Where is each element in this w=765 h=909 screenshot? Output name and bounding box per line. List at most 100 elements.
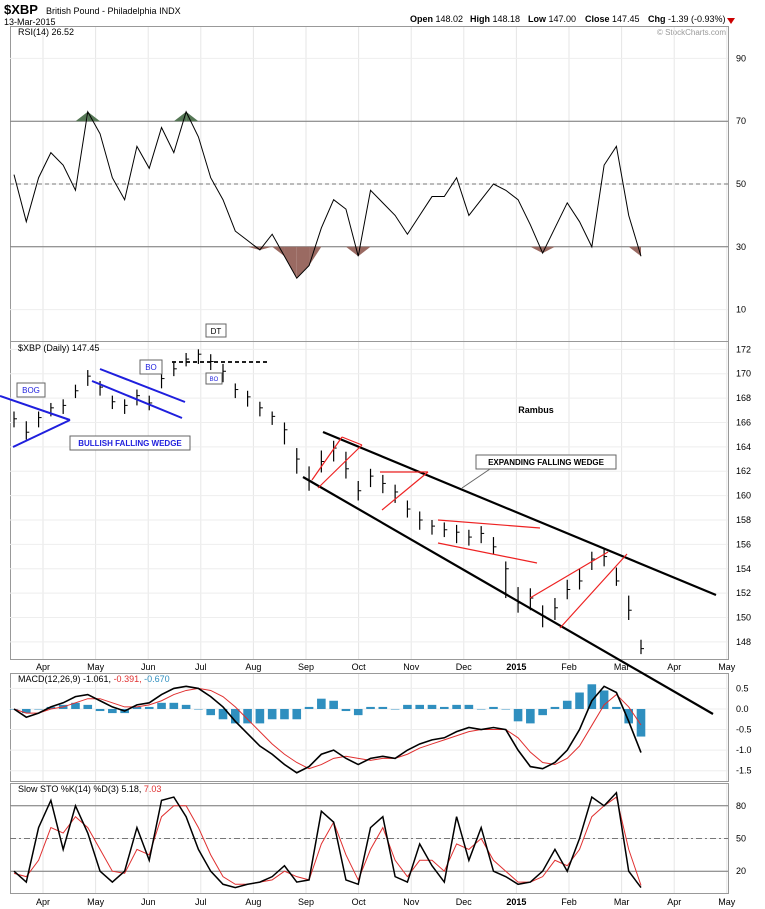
rsi-oversold-fill <box>259 246 273 250</box>
annotation-labels: BOG BO DT BO BULLISH FALLING WEDGE EXPAN… <box>16 323 617 489</box>
macd-histogram-bar <box>280 708 289 720</box>
svg-text:High 148.18: High 148.18 <box>470 14 520 24</box>
x-tick-label: 2015 <box>506 662 526 672</box>
macd-histogram-bar <box>464 704 474 709</box>
y-tick-label: -1.5 <box>736 766 752 776</box>
y-tick-label: 0.0 <box>736 704 749 714</box>
x-tick-label: Jul <box>195 897 207 907</box>
macd-histogram-bar <box>255 708 265 724</box>
macd-histogram-bar <box>21 708 31 714</box>
macd-histogram-bar <box>292 708 302 720</box>
sto-d-line <box>13 796 642 886</box>
macd-histogram-bar <box>427 704 437 709</box>
svg-text:Chg -1.39 (-0.93%): Chg -1.39 (-0.93%) <box>648 14 726 24</box>
x-tick-label: Mar <box>614 897 630 907</box>
x-tick-label: Feb <box>561 897 577 907</box>
x-tick-label: Oct <box>352 662 367 672</box>
macd-histogram-bar <box>599 690 609 709</box>
chart-date: 13-Mar-2015 <box>4 17 56 27</box>
macd-histogram-bar <box>550 706 560 709</box>
y-tick-label: 30 <box>736 242 746 252</box>
macd-histogram-bar <box>439 706 449 709</box>
macd-histogram-bar <box>243 708 252 724</box>
stochastic-label: Slow STO %K(14) %D(3) 5.18, 7.03 <box>18 784 161 794</box>
macd-histogram-bar <box>403 704 412 709</box>
x-tick-label: Sep <box>298 897 314 907</box>
macd-histogram-bar <box>267 708 277 720</box>
y-tick-label: -0.5 <box>736 725 752 735</box>
rsi-line <box>13 110 642 280</box>
y-tick-label: 156 <box>736 539 751 549</box>
wedge-upper-trendline <box>322 430 717 597</box>
y-tick-label: 170 <box>736 369 751 379</box>
svg-text:Low 147.00: Low 147.00 <box>528 14 576 24</box>
bo-label: BO <box>145 363 157 372</box>
y-tick-label: 148 <box>736 637 751 647</box>
y-tick-label: -1.0 <box>736 745 752 755</box>
y-tick-label: 172 <box>736 344 751 354</box>
rsi-oversold-fill <box>272 246 285 257</box>
red-flag-patterns <box>311 436 628 629</box>
x-tick-label: Oct <box>352 897 367 907</box>
x-tick-label: Jul <box>195 662 207 672</box>
rsi-overbought-fill <box>87 111 101 122</box>
y-tick-label: 168 <box>736 393 751 403</box>
macd-histogram-bar <box>206 708 216 716</box>
y-tick-label: 20 <box>736 866 746 876</box>
macd-histogram-bar <box>378 706 388 709</box>
macd-histogram-bar <box>46 706 56 709</box>
macd-histogram-bar <box>636 708 646 737</box>
rsi-oversold-fill <box>628 246 641 257</box>
bo-small-label: BO <box>210 377 219 383</box>
x-tick-label: Nov <box>403 662 420 672</box>
svg-text:Open 148.02: Open 148.02 <box>410 14 463 24</box>
macd-histogram-bar <box>95 708 105 712</box>
y-tick-label: 10 <box>736 305 746 315</box>
macd-line <box>13 685 642 774</box>
macd-histogram-bar <box>157 702 166 709</box>
y-tick-label: 150 <box>736 613 751 623</box>
macd-histogram-bar <box>612 706 621 709</box>
x-tick-label: May <box>87 897 105 907</box>
dt-label: DT <box>211 327 222 336</box>
y-tick-label: 50 <box>736 834 746 844</box>
rsi-oversold-fill <box>284 246 297 279</box>
x-tick-label: Aug <box>245 662 261 672</box>
rsi-oversold-fill <box>345 246 359 257</box>
macd-histogram-bar <box>304 706 314 709</box>
y-tick-label: 160 <box>736 491 751 501</box>
annotation-lines <box>0 361 717 715</box>
macd-histogram-bar <box>452 704 461 709</box>
y-tick-label: 50 <box>736 179 746 189</box>
x-tick-label: May <box>87 662 105 672</box>
x-tick-label: Mar <box>614 662 630 672</box>
rsi-oversold-fill <box>530 246 543 254</box>
x-tick-label: Nov <box>403 897 420 907</box>
expanding-falling-wedge-label: EXPANDING FALLING WEDGE <box>488 458 605 467</box>
macd-histogram-bar <box>169 702 179 709</box>
y-tick-label: 154 <box>736 564 751 574</box>
x-tick-label: Jun <box>141 897 156 907</box>
macd-histogram-bar <box>34 708 43 710</box>
x-tick-label: 2015 <box>506 897 526 907</box>
macd-histogram-bar <box>476 708 486 710</box>
macd-histogram-bar <box>366 706 375 709</box>
x-tick-label: Feb <box>561 662 577 672</box>
macd-histogram-bar <box>489 706 498 709</box>
macd-histogram-bar <box>538 708 547 716</box>
x-tick-label: Apr <box>36 897 50 907</box>
macd-histogram-bar <box>390 708 400 710</box>
x-tick-label: Apr <box>667 662 681 672</box>
macd-histogram-bar <box>624 708 634 724</box>
macd-histogram-bar <box>526 708 535 724</box>
macd-histogram-bar <box>132 706 142 709</box>
ohlc-summary: Open 148.02 High 148.18 Low 147.00 Close… <box>410 14 726 24</box>
x-tick-label: Apr <box>667 897 681 907</box>
x-tick-label: Aug <box>245 897 261 907</box>
wedge-lower-trendline <box>302 476 714 715</box>
macd-histogram-bar <box>329 700 338 709</box>
y-tick-label: 0.5 <box>736 683 749 693</box>
macd-histogram-bar <box>83 704 93 709</box>
price-panel <box>10 341 729 660</box>
